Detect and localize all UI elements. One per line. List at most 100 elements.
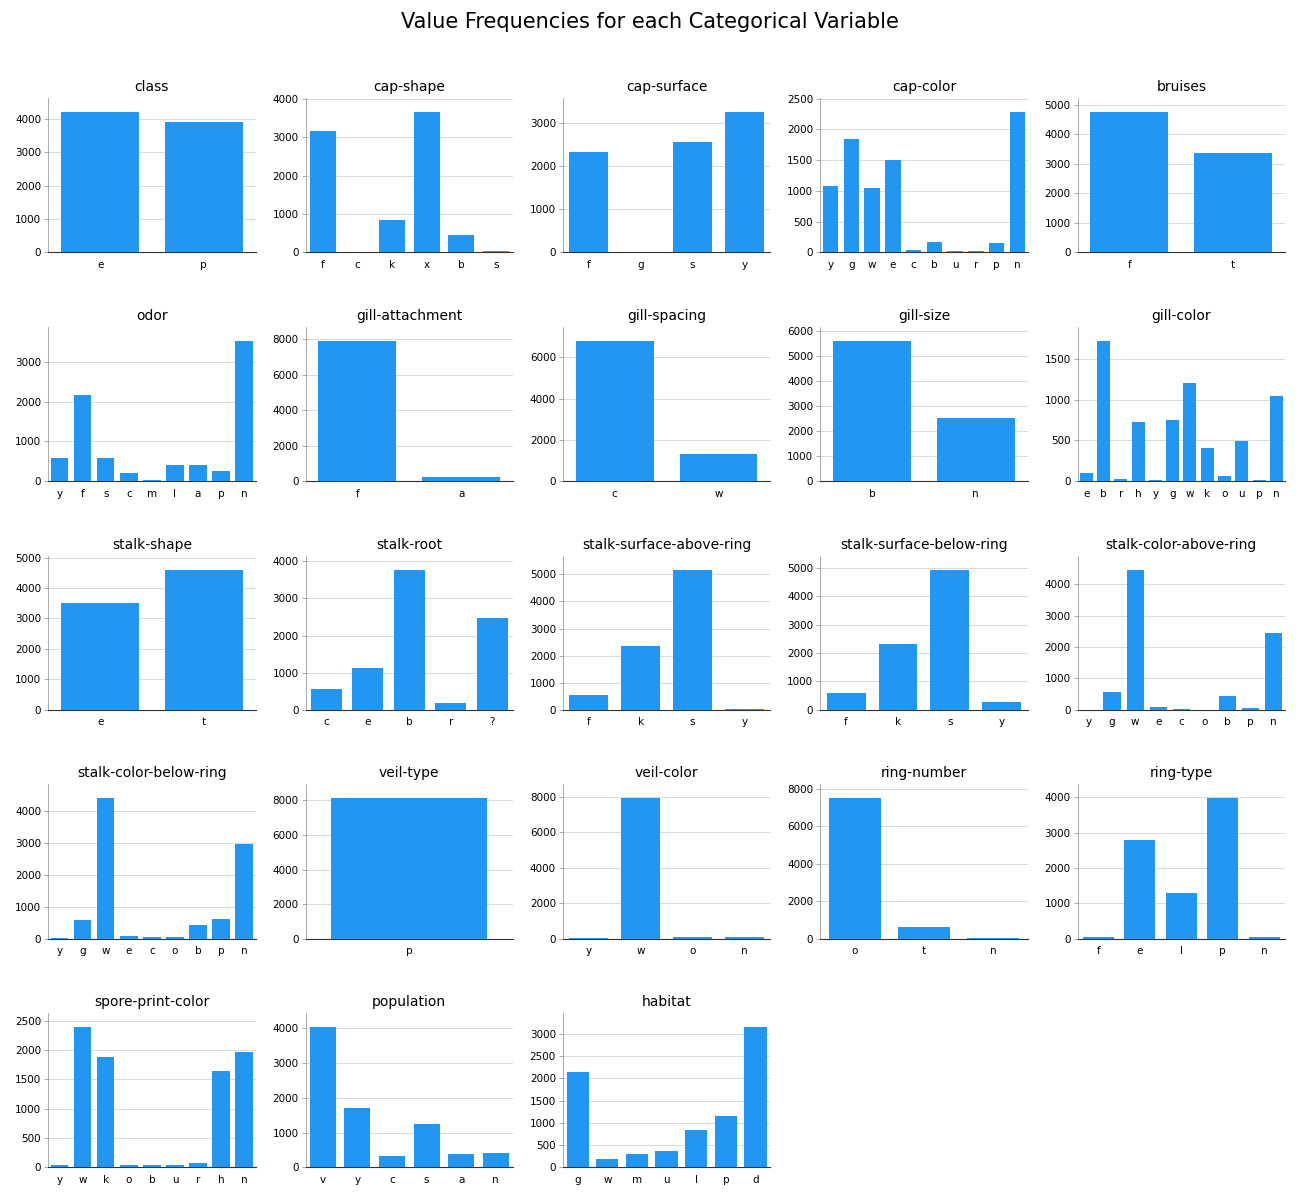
Bar [1265,632,1282,710]
Bar [235,845,252,938]
Bar [413,112,439,252]
Title: stalk-color-below-ring: stalk-color-below-ring [77,767,226,780]
Bar [1114,479,1127,481]
Bar [1131,421,1144,481]
Bar [380,221,404,252]
Title: bruises: bruises [1156,80,1206,94]
Bar [685,1130,707,1168]
Title: cap-color: cap-color [892,80,956,94]
Bar [51,1164,69,1168]
Title: gill-spacing: gill-spacing [627,308,706,323]
Title: stalk-color-above-ring: stalk-color-above-ring [1105,538,1257,552]
Bar [332,798,488,938]
Title: population: population [372,995,446,1009]
Bar [1127,570,1144,710]
Title: class: class [135,80,169,94]
Title: stalk-surface-below-ring: stalk-surface-below-ring [840,538,1008,552]
Bar [879,644,918,710]
Bar [74,1027,91,1168]
Bar [1242,708,1260,710]
Bar [235,341,252,481]
Text: Value Frequencies for each Categorical Variable: Value Frequencies for each Categorical V… [402,12,898,32]
Bar [120,1164,138,1168]
Bar [190,466,207,481]
Bar [352,668,383,710]
Bar [143,480,161,481]
Bar [1195,152,1271,252]
Title: gill-attachment: gill-attachment [356,308,463,323]
Bar [212,470,230,481]
Bar [166,1164,183,1168]
Bar [1183,384,1196,481]
Bar [833,341,911,481]
Title: stalk-surface-above-ring: stalk-surface-above-ring [582,538,751,552]
Bar [937,419,1015,481]
Bar [827,692,866,710]
Bar [190,925,207,938]
Bar [906,250,922,252]
Title: habitat: habitat [642,995,692,1009]
Bar [394,570,425,710]
Title: veil-type: veil-type [380,767,439,780]
Bar [844,139,859,252]
Bar [51,458,69,481]
Bar [715,1116,737,1168]
Bar [983,702,1022,710]
Bar [1235,442,1248,481]
Bar [655,1151,677,1168]
Bar [1083,937,1114,938]
Bar [212,919,230,938]
Bar [422,478,500,481]
Bar [1270,396,1283,481]
Bar [61,112,139,252]
Bar [680,454,758,481]
Bar [1218,476,1231,481]
Bar [989,244,1005,252]
Bar [482,1153,508,1168]
Bar [725,112,764,252]
Bar [318,341,396,481]
Bar [1253,480,1265,481]
Bar [448,235,474,252]
Bar [235,1051,252,1168]
Bar [74,920,91,938]
Bar [1010,112,1026,252]
Bar [569,152,608,252]
Title: ring-number: ring-number [881,767,967,780]
Bar [823,186,838,252]
Bar [98,458,114,481]
Bar [1208,798,1239,938]
Bar [673,937,712,938]
Bar [166,466,183,481]
Bar [165,121,243,252]
Title: ring-type: ring-type [1149,767,1213,780]
Bar [98,798,114,938]
Bar [927,242,942,252]
Bar [725,937,764,938]
Bar [931,570,970,710]
Bar [477,618,508,710]
Bar [212,1072,230,1168]
Bar [885,160,901,252]
Title: odor: odor [136,308,168,323]
Bar [344,1108,370,1168]
Title: veil-color: veil-color [634,767,698,780]
Title: cap-shape: cap-shape [373,80,445,94]
Bar [482,251,508,252]
Bar [597,1159,619,1168]
Bar [309,131,335,252]
Bar [61,602,139,710]
Bar [380,1156,404,1168]
Bar [190,1163,207,1168]
Title: stalk-shape: stalk-shape [112,538,192,552]
Bar [898,928,950,938]
Bar [745,1027,767,1168]
Bar [1166,893,1197,938]
Bar [864,188,880,252]
Bar [625,1154,649,1168]
Bar [413,1124,439,1168]
Title: gill-size: gill-size [898,308,950,323]
Bar [166,937,183,938]
Bar [309,1027,335,1168]
Bar [1097,341,1110,481]
